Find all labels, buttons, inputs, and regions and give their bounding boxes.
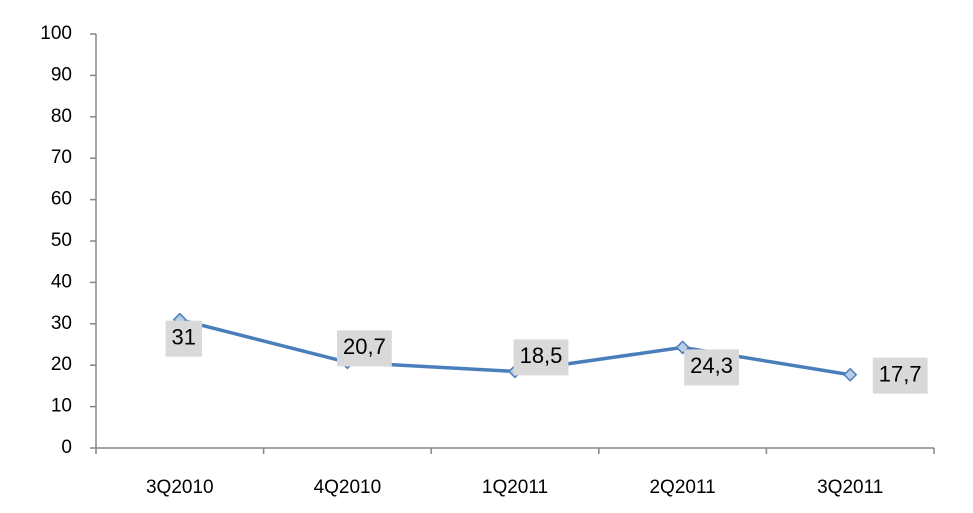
x-tick-label: 2Q2011 xyxy=(649,477,715,498)
data-label-box xyxy=(165,320,203,357)
x-tick-label: 3Q2010 xyxy=(146,477,214,498)
data-label: 17,7 xyxy=(879,362,922,387)
y-tick-label: 80 xyxy=(51,106,72,127)
data-label: 31 xyxy=(172,324,196,349)
y-tick-label: 10 xyxy=(51,396,72,417)
x-tick-label: 1Q2011 xyxy=(482,477,548,498)
y-tick-label: 70 xyxy=(51,147,72,168)
y-tick-label: 30 xyxy=(51,313,72,334)
y-tick-label: 60 xyxy=(51,189,72,210)
y-tick-label: 50 xyxy=(51,230,72,251)
data-label: 18,5 xyxy=(520,343,563,368)
data-label-box xyxy=(513,339,569,376)
y-tick-label: 100 xyxy=(40,23,72,44)
marker xyxy=(843,367,858,382)
data-label: 24,3 xyxy=(690,353,733,378)
y-tick-label: 40 xyxy=(51,271,72,292)
x-tick-label: 4Q2010 xyxy=(314,477,382,498)
data-label: 20,7 xyxy=(343,334,386,359)
data-label-box xyxy=(336,330,392,367)
y-tick-label: 20 xyxy=(51,354,72,375)
y-tick-label: 90 xyxy=(51,64,72,85)
data-label-box xyxy=(872,357,928,394)
y-tick-label: 0 xyxy=(61,437,72,458)
x-tick-label: 3Q2011 xyxy=(817,477,883,498)
data-label-box xyxy=(684,349,740,386)
